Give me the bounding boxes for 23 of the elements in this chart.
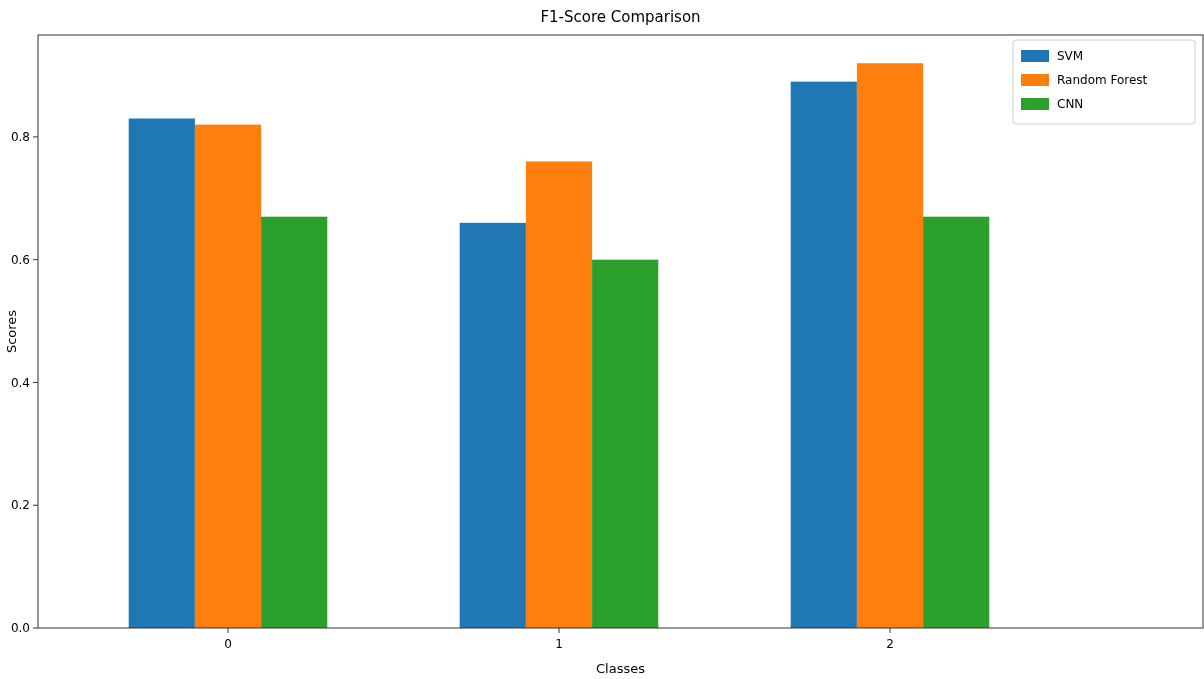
legend-label: SVM (1057, 49, 1084, 64)
legend-label: CNN (1057, 97, 1084, 112)
bar (592, 259, 659, 628)
y-tick-label: 0.4 (10, 375, 30, 390)
legend-label: Random Forest (1057, 73, 1148, 88)
y-tick-label: 0.6 (10, 252, 30, 267)
bar (194, 124, 262, 628)
bar (261, 216, 328, 628)
x-tick-label: 1 (555, 637, 563, 651)
bar (128, 118, 195, 628)
bar (790, 81, 857, 628)
bar (856, 63, 924, 628)
y-tick-label: 0.2 (10, 498, 30, 513)
y-tick-label: 0.8 (10, 130, 30, 145)
bar (923, 216, 990, 628)
bar (525, 161, 593, 628)
x-axis-title: Classes (596, 661, 646, 676)
bar (459, 222, 526, 628)
y-axis-title: Scores (4, 309, 19, 354)
x-tick-label: 0 (224, 637, 232, 651)
y-tick-label: 0.0 (10, 621, 30, 636)
x-tick-label: 2 (886, 637, 894, 651)
chart-title: F1-Score Comparison (540, 8, 701, 26)
